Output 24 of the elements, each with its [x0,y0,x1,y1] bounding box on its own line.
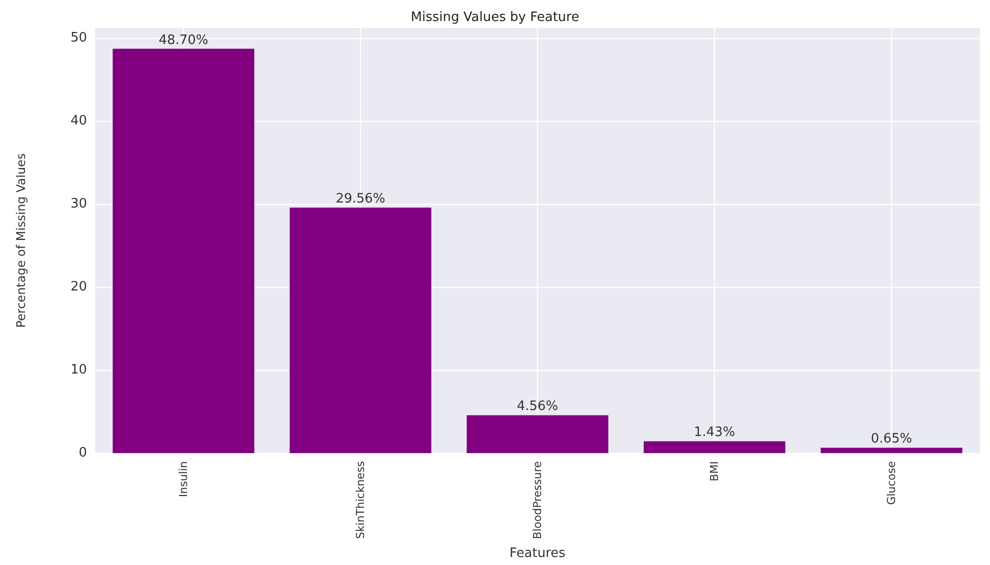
bar [290,208,432,454]
x-tick-label: SkinThickness [354,460,367,539]
y-tick-label: 50 [70,30,87,46]
bar [112,48,254,454]
data-label: 48.70% [158,32,208,48]
y-axis-title: Percentage of Missing Values [14,153,28,328]
x-tick-label: Insulin [177,461,190,498]
bar [466,415,608,454]
bar [820,448,962,454]
chart-title: Missing Values by Feature [410,10,580,25]
x-axis-title: Features [510,546,566,561]
y-tick-label: 20 [70,280,87,295]
data-label: 29.56% [336,192,386,207]
data-label: 0.65% [870,432,912,447]
x-tick-label: Glucose [885,460,898,505]
y-tick-label: 10 [70,362,87,378]
data-label: 4.56% [516,399,558,414]
data-label: 1.43% [694,425,736,440]
y-tick-label: 40 [70,113,87,128]
y-tick-label: 0 [78,446,87,461]
bar [644,441,786,454]
y-tick-label: 30 [70,196,87,212]
x-tick-label: BloodPressure [531,460,544,540]
x-tick-label: BMI [708,461,721,482]
